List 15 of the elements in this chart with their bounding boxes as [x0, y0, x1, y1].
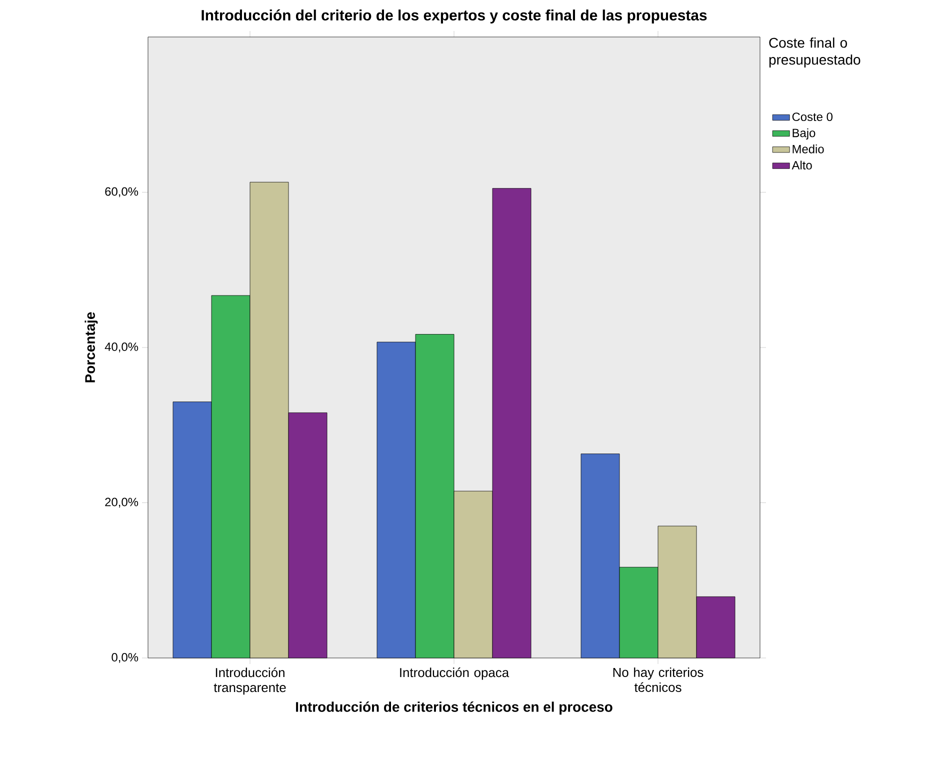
- x-tick-label: Introducción opaca: [400, 668, 510, 680]
- y-tick-label: 0,0%: [112, 653, 138, 663]
- legend-title: Coste final o presupuestado: [769, 38, 860, 68]
- legend-label: Coste 0: [792, 112, 832, 122]
- legend-label: Alto: [792, 160, 812, 170]
- y-tick-label: 40,0%: [104, 342, 138, 352]
- legend-label: Medio: [792, 144, 824, 154]
- y-axis-title: Porcentaje: [84, 312, 98, 382]
- y-tick-label: 60,0%: [105, 187, 138, 198]
- x-axis-title: Introducción de criterios técnicos en el proceso: [296, 702, 612, 715]
- legend-label: Bajo: [792, 128, 816, 140]
- x-tick-label: No hay criterios técnicos: [613, 668, 704, 692]
- x-tick-label: Introducción transparente: [214, 668, 286, 695]
- chart-title: Introducción del criterio de los expertos y coste final de las propuestas: [202, 9, 707, 24]
- y-tick-label: 20,0%: [105, 498, 138, 508]
